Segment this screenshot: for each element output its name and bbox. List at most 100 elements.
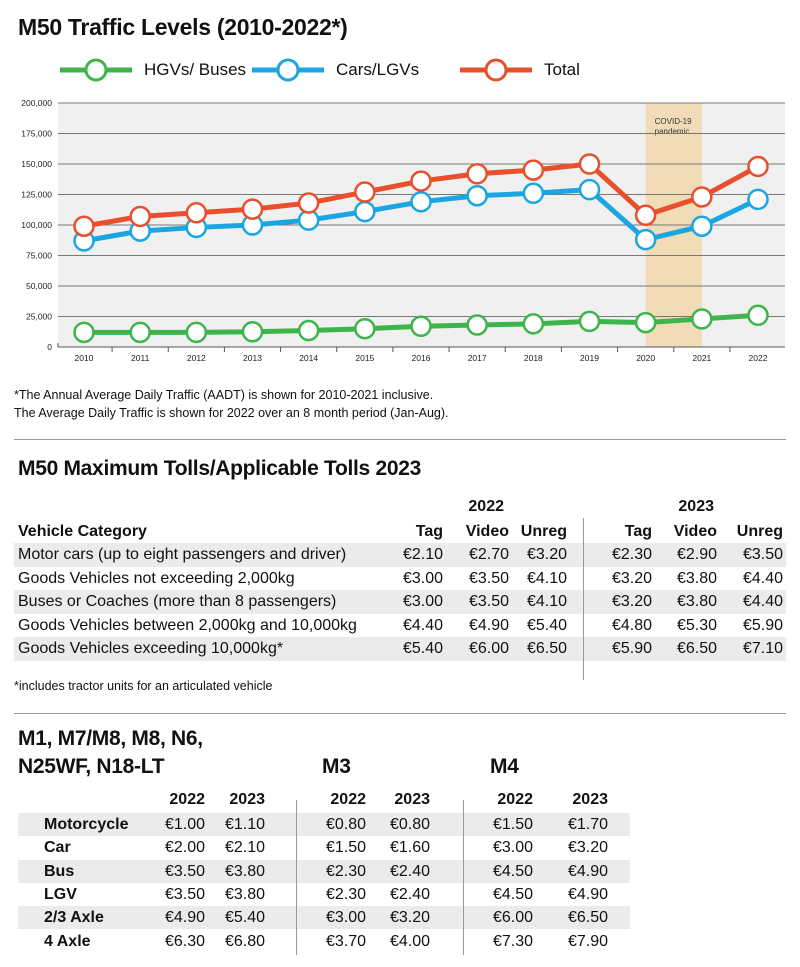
- data-point: [354, 181, 376, 203]
- column-header: Video: [465, 523, 509, 540]
- category-header: Vehicle Category: [18, 523, 147, 540]
- toll-value: €6.00: [492, 909, 533, 927]
- column-header: Tag: [415, 523, 443, 540]
- y-tick-label: 75,000: [26, 251, 52, 261]
- footnote-line-2: The Average Daily Traffic is shown for 2…: [14, 406, 449, 420]
- vehicle-type: 4 Axle: [44, 932, 91, 950]
- column-header: Unreg: [520, 523, 567, 540]
- toll-value: €3.80: [676, 593, 717, 610]
- toll-value: €3.20: [611, 569, 652, 587]
- data-point: [241, 198, 264, 220]
- column-header: Video: [673, 523, 717, 540]
- data-point: [185, 202, 208, 224]
- group-title-m3: M3: [322, 755, 351, 778]
- data-point: [747, 188, 769, 211]
- year-header: 2023: [394, 791, 430, 808]
- toll-value: €6.50: [526, 640, 567, 657]
- data-point: [747, 155, 769, 178]
- year-header: 2023: [572, 791, 608, 808]
- year-header: 2023: [229, 791, 265, 808]
- legend-marker-icon: [460, 58, 532, 82]
- data-point: [578, 178, 601, 201]
- x-tick-label: 2020: [636, 353, 655, 363]
- group-title-m1-line2: N25WF, N18-LT: [18, 755, 165, 778]
- toll-value: €2.70: [468, 546, 509, 563]
- data-point: [185, 321, 208, 344]
- toll-value: €3.20: [389, 909, 430, 927]
- data-point: [354, 317, 376, 340]
- data-point: [354, 200, 376, 223]
- toll-value: €4.40: [742, 569, 783, 587]
- toll-value: €4.50: [492, 885, 533, 903]
- group-title-m4: M4: [490, 755, 519, 778]
- legend-marker-icon: [252, 58, 324, 82]
- year-header-2022: 2022: [468, 498, 504, 515]
- toll-value: €1.70: [567, 816, 608, 833]
- data-point: [691, 215, 713, 237]
- toll-value: €3.80: [224, 885, 265, 903]
- year-header: 2022: [330, 791, 366, 808]
- toll-value: €6.50: [567, 909, 608, 927]
- x-tick-label: 2011: [131, 353, 150, 363]
- x-tick-label: 2012: [187, 353, 206, 363]
- vehicle-category: Buses or Coaches (more than 8 passengers…: [18, 593, 337, 610]
- toll-value: €2.40: [389, 862, 430, 880]
- toll-value: €3.80: [224, 862, 265, 880]
- data-point: [297, 192, 320, 214]
- toll-value: €2.90: [676, 546, 717, 563]
- toll-value: €7.90: [567, 932, 608, 950]
- chart-title: M50 Traffic Levels (2010-2022*): [18, 14, 348, 40]
- toll-value: €6.80: [224, 932, 265, 950]
- toll-value: €6.30: [164, 932, 205, 950]
- toll-value: €3.20: [567, 839, 608, 857]
- toll-value: €3.00: [492, 839, 533, 857]
- data-point: [522, 159, 545, 181]
- toll-value: €1.60: [389, 839, 430, 857]
- vehicle-category: Goods Vehicles exceeding 10,000kg*: [18, 640, 284, 657]
- data-point: [634, 311, 657, 334]
- legend-item: Total: [458, 58, 580, 82]
- toll-value: €3.50: [468, 569, 509, 587]
- data-point: [634, 204, 657, 226]
- legend-label: HGVs/ Buses: [144, 60, 247, 79]
- toll-value: €5.40: [402, 640, 443, 657]
- x-tick-label: 2015: [355, 353, 374, 363]
- data-point: [73, 321, 95, 344]
- toll-value: €3.50: [468, 593, 509, 610]
- toll-value: €1.50: [492, 816, 533, 833]
- toll-value: €2.30: [611, 546, 652, 563]
- vehicle-category: Goods Vehicles between 2,000kg and 10,00…: [18, 616, 357, 634]
- toll-value: €4.90: [164, 909, 205, 927]
- y-tick-label: 175,000: [21, 129, 52, 139]
- toll-value: €3.50: [742, 546, 783, 563]
- toll-value: €5.40: [224, 909, 265, 927]
- m50-tolls-title: M50 Maximum Tolls/Applicable Tolls 2023: [18, 457, 421, 480]
- toll-value: €3.80: [676, 569, 717, 587]
- column-divider: [463, 800, 464, 955]
- row-stripe: [14, 637, 786, 661]
- x-tick-label: 2014: [299, 353, 318, 363]
- toll-value: €0.80: [389, 816, 430, 833]
- data-point: [691, 186, 713, 208]
- group-title-m1-line1: M1, M7/M8, M8, N6,: [18, 727, 203, 750]
- toll-value: €4.10: [526, 569, 567, 587]
- x-tick-label: 2022: [749, 353, 768, 363]
- m50-tolls-footnote: *includes tractor units for an articulat…: [14, 679, 273, 693]
- column-divider: [583, 518, 584, 680]
- legend-label: Cars/LGVs: [336, 60, 420, 79]
- footnote-line-1: *The Annual Average Daily Traffic (AADT)…: [14, 388, 434, 402]
- vehicle-type: Car: [44, 839, 71, 857]
- vehicle-type: Bus: [44, 862, 75, 880]
- row-stripe: [14, 590, 786, 614]
- x-tick-label: 2010: [75, 353, 94, 363]
- data-point: [466, 163, 488, 185]
- toll-value: €7.10: [742, 640, 783, 657]
- toll-value: €5.90: [742, 616, 783, 634]
- toll-value: €4.40: [742, 593, 783, 610]
- vehicle-category: Goods Vehicles not exceeding 2,000kg: [18, 569, 295, 587]
- toll-value: €4.50: [492, 862, 533, 880]
- data-point: [410, 170, 432, 192]
- toll-value: €7.30: [492, 932, 533, 950]
- toll-value: €3.00: [402, 593, 443, 610]
